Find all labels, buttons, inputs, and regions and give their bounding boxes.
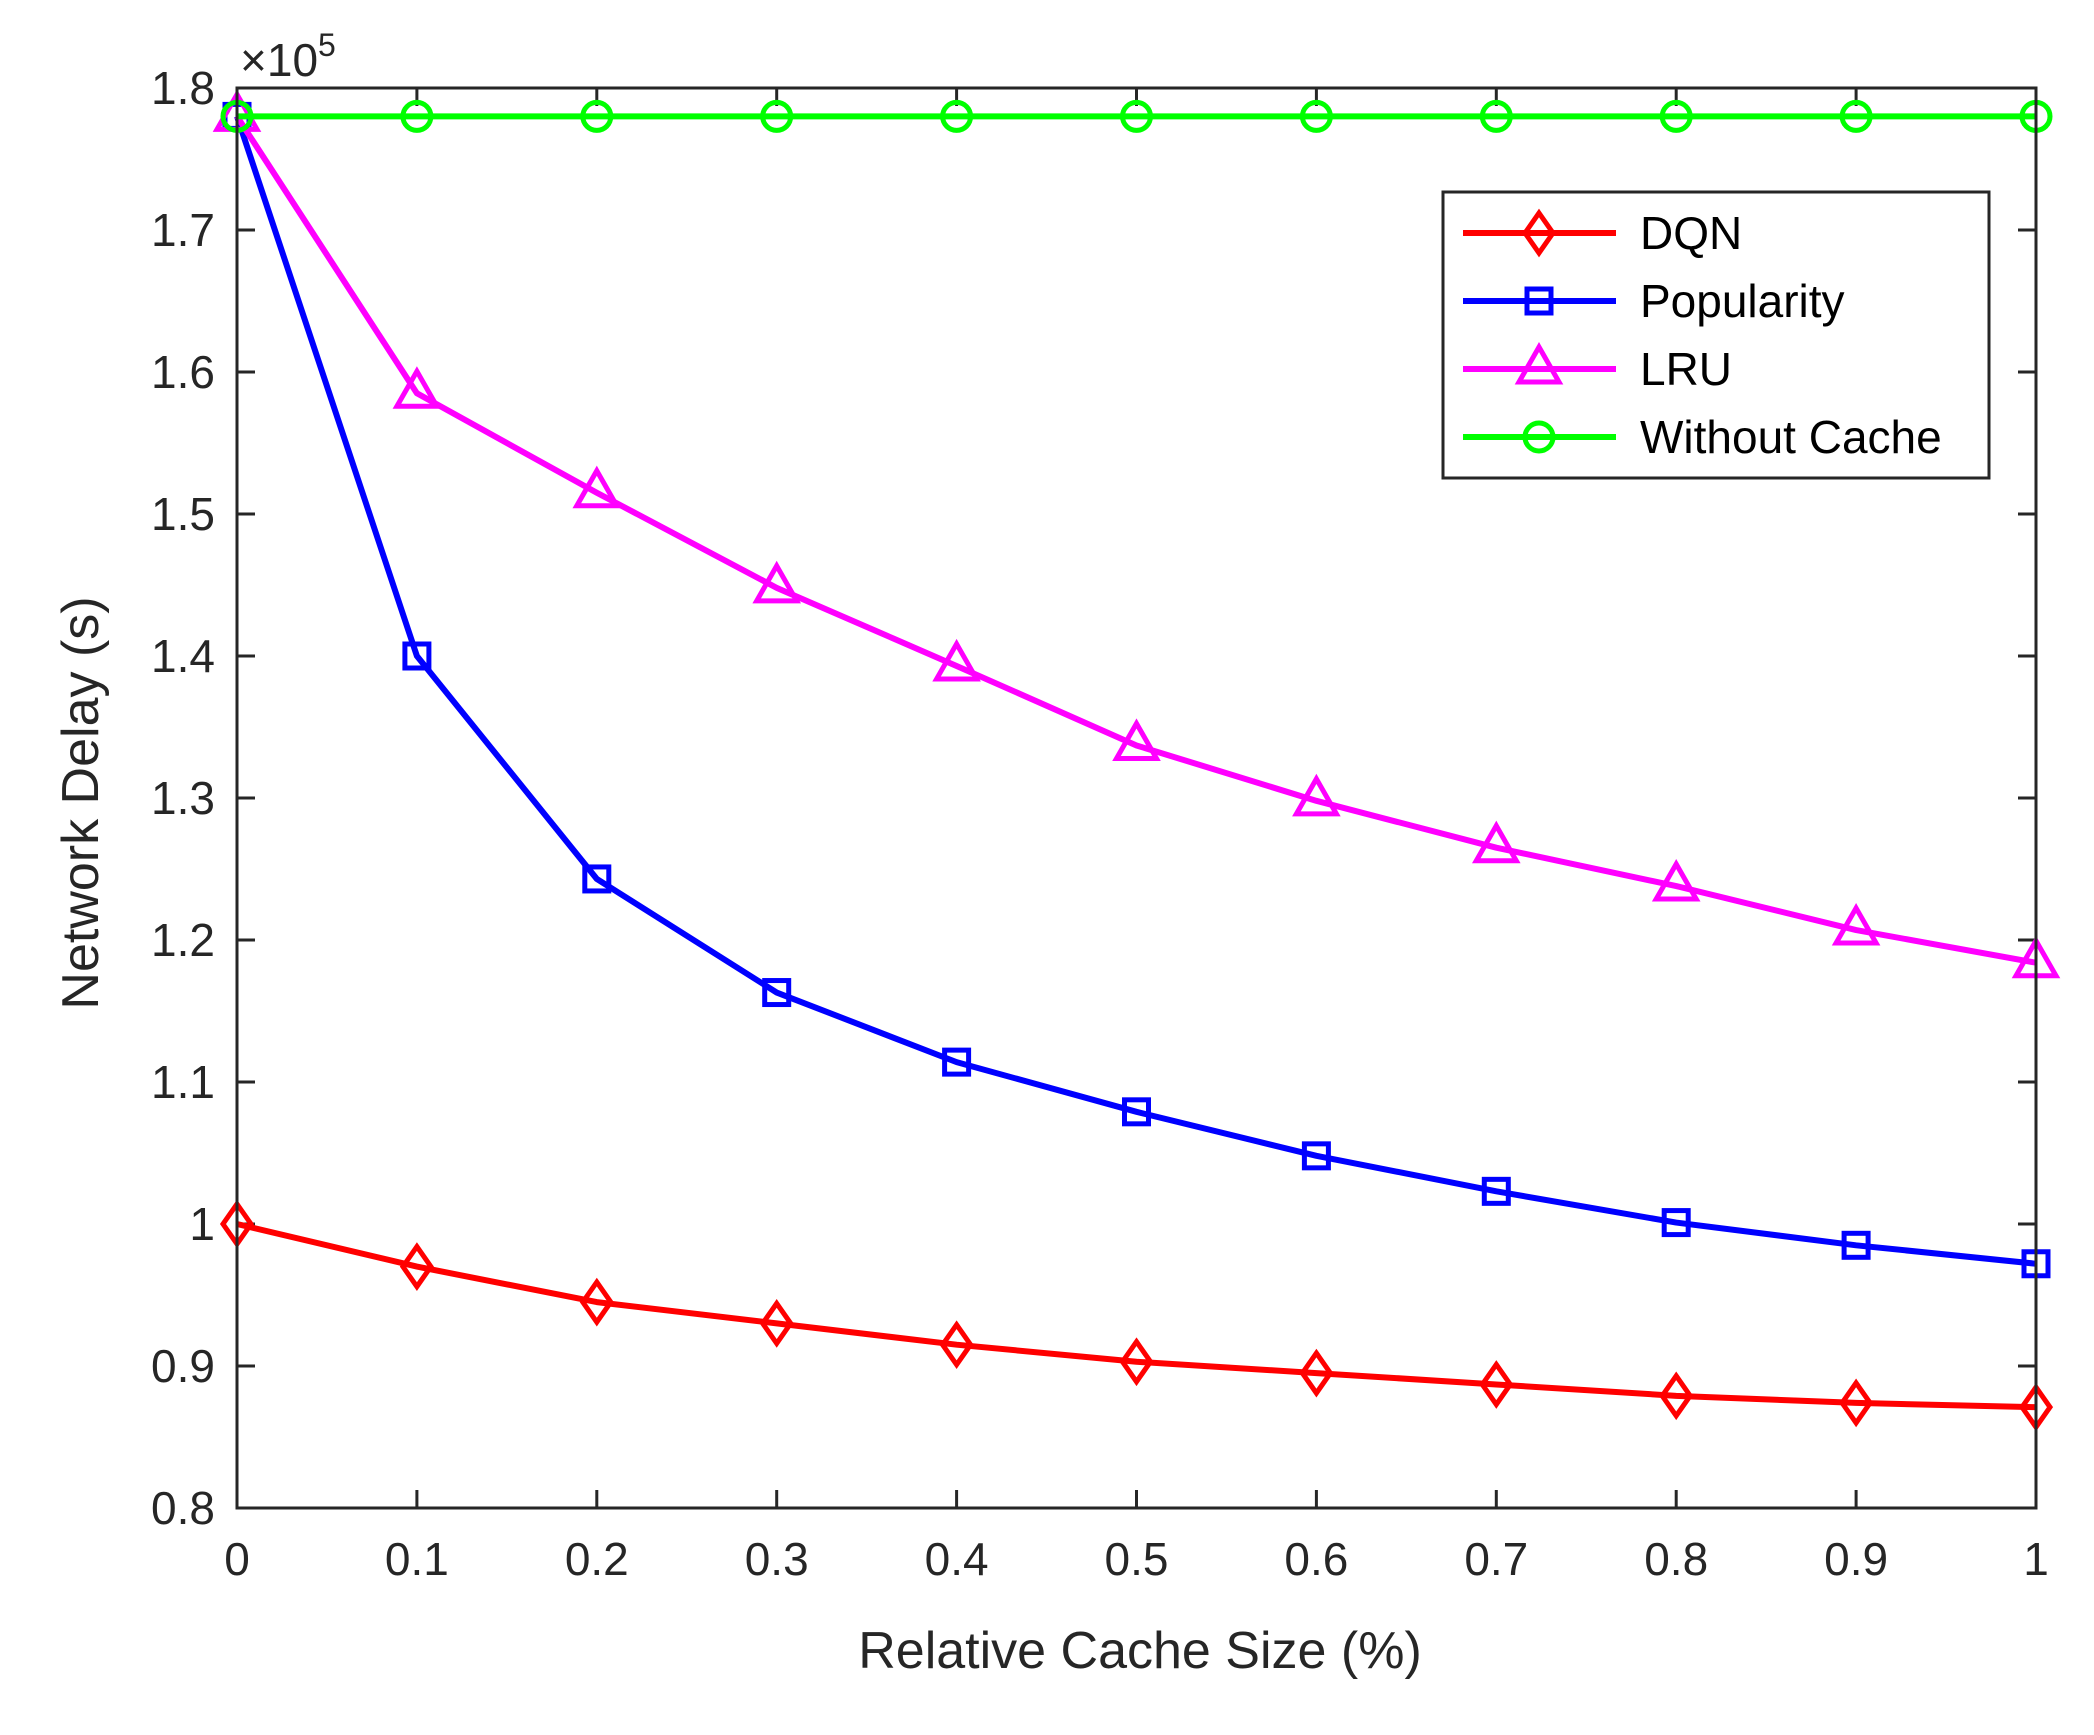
data-point-popularity	[762, 978, 792, 1008]
series-dqn	[219, 1199, 2054, 1432]
data-point-without-cache	[1839, 99, 1873, 133]
series-layer	[212, 89, 2061, 1432]
data-point-without-cache	[1120, 99, 1153, 133]
data-point-dqn	[759, 1299, 794, 1348]
legend-marker-lru	[1514, 341, 1564, 385]
data-point-popularity	[1122, 1097, 1151, 1127]
data-point-dqn	[1659, 1371, 1694, 1421]
x-tick-label: 0.1	[385, 1533, 449, 1585]
legend-label-lru: LRU	[1640, 343, 1732, 395]
x-tick-label: 0.5	[1105, 1533, 1169, 1585]
x-tick-label: 0	[224, 1533, 250, 1585]
legend-item-popularity: Popularity	[1463, 275, 1845, 327]
x-tick-label: 0.6	[1284, 1533, 1348, 1585]
series-line-dqn	[236, 1221, 2037, 1411]
y-tick-label: 0.9	[151, 1340, 215, 1392]
data-point-dqn	[1119, 1337, 1154, 1387]
data-point-without-cache	[400, 99, 434, 133]
y-tick-label: 1.5	[151, 488, 215, 540]
data-point-lru	[1112, 718, 1161, 761]
data-point-lru	[1651, 859, 1701, 902]
axes-box	[235, 86, 2038, 1510]
data-point-lru	[1831, 903, 1881, 946]
data-point-lru	[1292, 773, 1341, 817]
x-tick-label: 0.8	[1644, 1533, 1708, 1585]
legend-item-dqn: DQN	[1463, 207, 1742, 259]
legend-box	[1441, 190, 1991, 480]
y-tick-label: 1.6	[151, 346, 215, 398]
data-point-dqn	[939, 1320, 974, 1370]
data-point-without-cache	[940, 99, 974, 133]
legend-item-lru: LRU	[1463, 341, 1732, 395]
y-tick-label: 1.7	[151, 204, 215, 256]
legend-label-without-cache: Without Cache	[1640, 411, 1942, 463]
x-tick-label: 0.9	[1824, 1533, 1888, 1585]
series-line-popularity	[234, 115, 2037, 1267]
data-point-without-cache	[1659, 99, 1693, 133]
exponent-base: ×10	[240, 34, 318, 86]
data-point-popularity	[1661, 1208, 1691, 1238]
data-point-dqn	[1479, 1360, 1514, 1409]
x-tick-label: 0.3	[745, 1533, 809, 1585]
data-point-dqn	[1299, 1348, 1334, 1398]
data-point-popularity	[1301, 1141, 1331, 1171]
y-tick-label: 1.3	[151, 772, 215, 824]
legend-marker-without-cache	[1522, 420, 1556, 454]
data-point-dqn	[1839, 1378, 1874, 1428]
data-point-lru	[572, 465, 622, 509]
x-tick-label: 1	[2023, 1533, 2049, 1585]
data-point-popularity	[402, 641, 432, 671]
legend: DQN Popularity LRU Without Cache	[1441, 190, 1991, 480]
y-axis-label: Network Delay (s)	[52, 596, 110, 1009]
legend-marker-popularity	[1524, 286, 1554, 316]
data-point-dqn	[399, 1242, 434, 1291]
exponent-label: ×105	[240, 27, 336, 86]
y-tick-label: 1.2	[151, 914, 215, 966]
series-popularity	[222, 101, 2051, 1279]
legend-label-popularity: Popularity	[1640, 275, 1845, 327]
data-point-lru	[932, 638, 981, 682]
data-point-lru	[1471, 820, 1521, 864]
data-point-popularity	[1481, 1176, 1511, 1206]
data-point-without-cache	[1299, 99, 1333, 133]
y-axis-ticks: 0.8 0.9 1 1.1 1.2 1.3 1.4 1.5 1.6 1.7 1.8	[151, 62, 2036, 1534]
data-point-without-cache	[1479, 99, 1513, 133]
legend-label-dqn: DQN	[1640, 207, 1742, 259]
y-tick-label: 0.8	[151, 1482, 215, 1534]
x-tick-label: 0.2	[565, 1533, 629, 1585]
legend-item-without-cache: Without Cache	[1463, 411, 1942, 463]
y-tick-label: 1.4	[151, 630, 215, 682]
data-point-popularity	[942, 1047, 972, 1077]
data-point-lru	[752, 560, 802, 604]
legend-marker-dqn	[1521, 208, 1557, 258]
y-tick-label: 1.1	[151, 1056, 215, 1108]
data-point-popularity	[1841, 1230, 1871, 1260]
x-axis-label: Relative Cache Size (%)	[858, 1622, 1422, 1680]
data-point-without-cache	[580, 99, 614, 133]
exponent-power: 5	[318, 27, 336, 63]
data-point-popularity	[582, 864, 612, 894]
x-tick-label: 0.7	[1464, 1533, 1528, 1585]
y-tick-label: 1	[189, 1198, 215, 1250]
series-line-lru	[234, 114, 2037, 966]
data-point-dqn	[579, 1277, 614, 1327]
data-point-without-cache	[760, 99, 794, 133]
data-point-lru	[392, 366, 442, 409]
y-tick-label: 1.8	[151, 62, 215, 114]
x-axis-ticks: 0 0.1 0.2 0.3 0.4 0.5 0.6 0.7 0.8 0.9 1	[224, 88, 2049, 1585]
x-tick-label: 0.4	[925, 1533, 989, 1585]
